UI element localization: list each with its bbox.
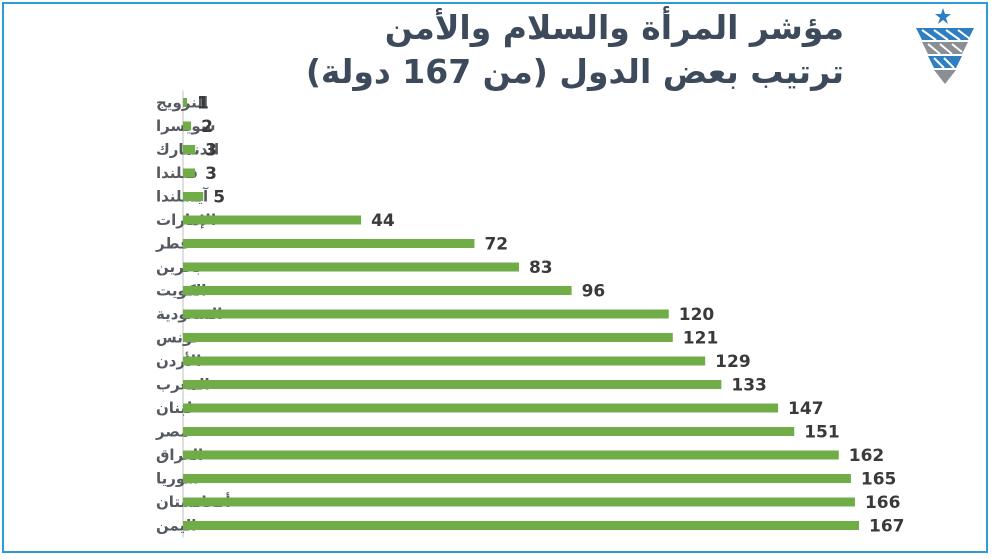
title-line-2: ترتيب بعض الدول (من 167 دولة) (305, 52, 844, 91)
category-label: النرويج (156, 94, 208, 112)
bar (183, 497, 855, 507)
value-label: 129 (715, 352, 751, 372)
value-label: 44 (371, 211, 395, 231)
value-label: 166 (865, 493, 901, 513)
value-label: 96 (582, 282, 606, 302)
value-label: 83 (529, 258, 553, 278)
bar (183, 333, 673, 342)
bar (183, 309, 669, 319)
bar (183, 192, 204, 201)
value-label: 120 (679, 305, 715, 325)
value-label: 133 (731, 376, 767, 396)
category-label: مصر (155, 423, 189, 441)
value-label: 5 (213, 188, 225, 208)
bar (183, 168, 196, 178)
value-label: 151 (804, 423, 840, 443)
bar (183, 121, 192, 131)
bar (183, 403, 779, 413)
bar (183, 380, 722, 389)
bar (183, 145, 196, 154)
bar (183, 215, 362, 225)
bar (183, 98, 188, 107)
value-label: 167 (869, 517, 905, 537)
value-label: 162 (849, 446, 885, 466)
value-label: 3 (205, 141, 217, 161)
value-label: 72 (484, 235, 508, 255)
bar (183, 450, 839, 460)
value-label: 1 (197, 94, 209, 114)
value-label: 165 (861, 470, 897, 490)
chart-frame (2, 2, 988, 553)
bar (183, 427, 795, 436)
title-line-1: مؤشر المرأة والسلام والأمن (384, 8, 844, 47)
bar (183, 239, 475, 248)
bar (183, 262, 519, 272)
value-label: 121 (683, 329, 719, 349)
chart-title: مؤشر المرأة والسلام والأمن ترتيب بعض الد… (84, 6, 844, 94)
category-label: قطر (155, 235, 190, 253)
bar (183, 474, 851, 483)
bar (183, 356, 706, 366)
petra-news-agency-logo-icon (916, 8, 974, 84)
value-label: 147 (788, 399, 824, 419)
bar (183, 521, 859, 530)
value-label: 2 (201, 117, 213, 137)
bar (183, 286, 572, 295)
value-label: 3 (205, 164, 217, 184)
